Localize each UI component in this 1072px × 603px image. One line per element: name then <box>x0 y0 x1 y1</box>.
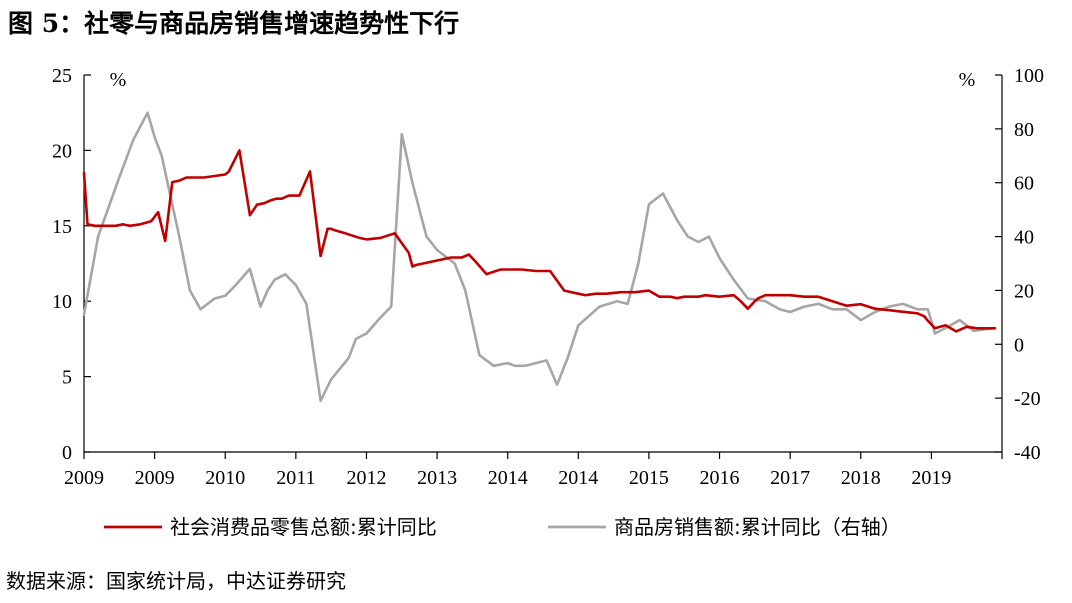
left-tick-label: 25 <box>52 65 72 87</box>
chart-title: 图 5：社零与商品房销售增速趋势性下行 <box>8 9 460 38</box>
source-note: 数据来源：国家统计局，中达证券研究 <box>6 569 346 593</box>
right-tick-label: 100 <box>1014 65 1044 87</box>
series-line-1 <box>82 149 997 333</box>
right-tick-label: 0 <box>1014 334 1024 356</box>
left-tick-label: 5 <box>62 367 72 389</box>
legend-label-1: 社会消费品零售总额:累计同比 <box>170 515 437 539</box>
right-tick-label: 20 <box>1014 280 1034 302</box>
left-tick-label: 10 <box>52 291 72 313</box>
x-tick-label: 2012 <box>346 467 386 489</box>
series-lines <box>82 111 997 403</box>
right-tick-label: -40 <box>1014 442 1041 464</box>
right-tick-label: 80 <box>1014 119 1034 141</box>
x-tick-label: 2016 <box>700 467 740 489</box>
x-tick-label: 2009 <box>135 467 175 489</box>
left-axis-unit: % <box>110 69 127 91</box>
x-tick-label: 2013 <box>417 467 457 489</box>
x-tick-label: 2015 <box>629 467 669 489</box>
x-tick-label: 2018 <box>841 467 881 489</box>
left-tick-label: 0 <box>62 442 72 464</box>
right-axis-unit: % <box>959 69 976 91</box>
series-line-2 <box>82 111 997 403</box>
x-tick-label: 2010 <box>205 467 245 489</box>
legend: 社会消费品零售总额:累计同比 商品房销售额:累计同比（右轴） <box>104 515 901 539</box>
right-tick-label: -20 <box>1014 388 1041 410</box>
right-tick-label: 40 <box>1014 227 1034 249</box>
left-tick-label: 20 <box>52 140 72 162</box>
x-tick-label: 2011 <box>276 467 315 489</box>
right-tick-label: 60 <box>1014 173 1034 195</box>
left-tick-label: 15 <box>52 216 72 238</box>
left-axis-ticks: 0 5 10 15 20 25 <box>52 65 91 464</box>
right-axis-ticks: -40 -20 0 20 40 60 80 100 <box>995 65 1044 464</box>
x-tick-label: 2014 <box>558 467 598 489</box>
x-axis-ticks: 2009 2009 2010 2011 2012 2013 2014 2014 2015 2016… <box>64 452 1003 489</box>
x-tick-label: 2014 <box>488 467 528 489</box>
x-tick-label: 2009 <box>64 467 104 489</box>
legend-label-2: 商品房销售额:累计同比（右轴） <box>614 515 901 539</box>
x-tick-label: 2019 <box>911 467 951 489</box>
x-tick-label: 2017 <box>770 467 810 489</box>
